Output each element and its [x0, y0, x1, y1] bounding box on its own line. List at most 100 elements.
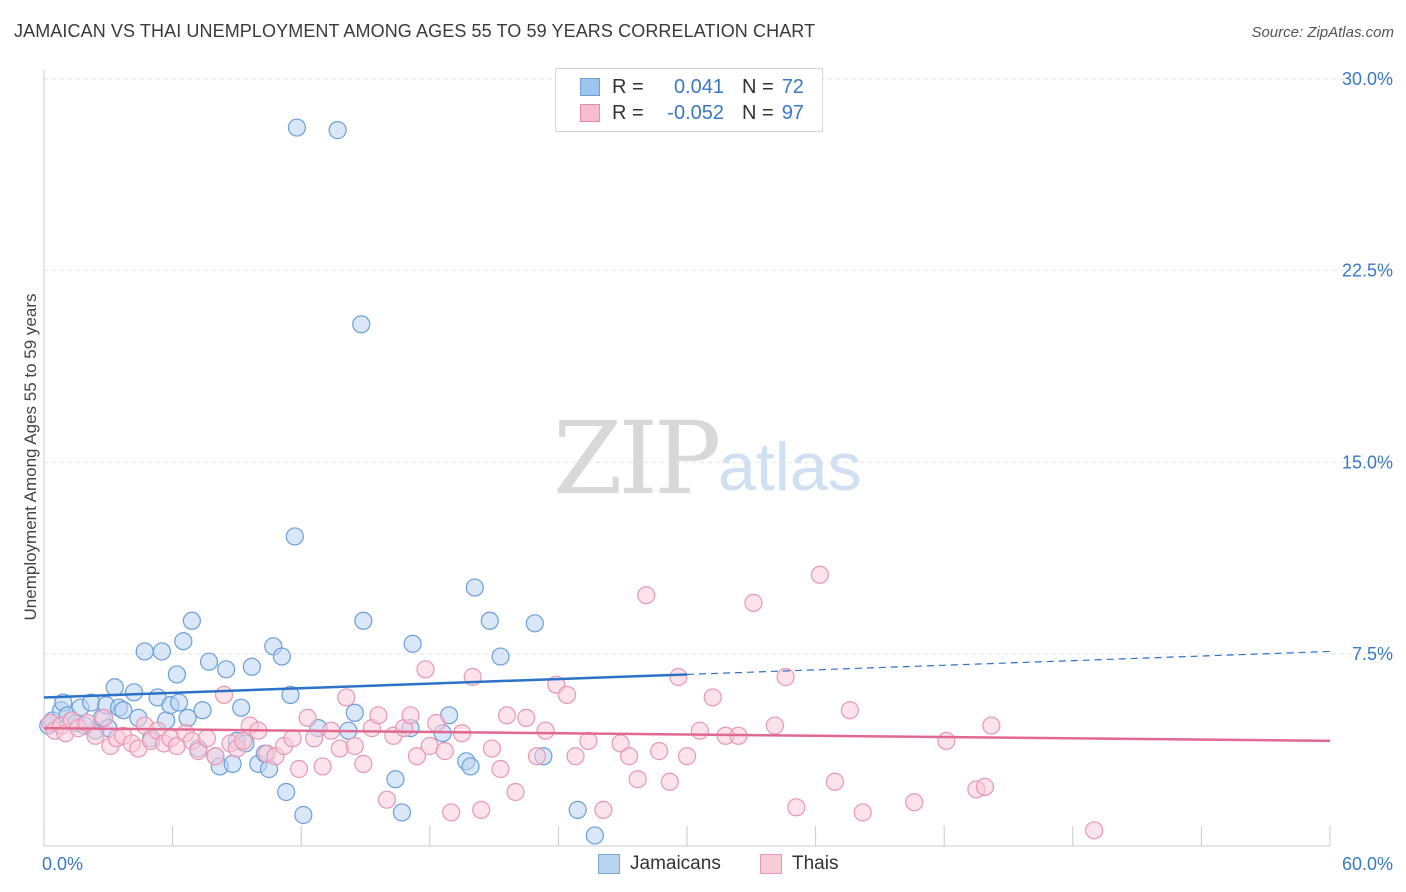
y-axis-label: Unemployment Among Ages 55 to 59 years: [21, 294, 40, 621]
jamaicans-point: [242, 657, 262, 676]
thais-point: [401, 706, 420, 725]
jamaicans-point: [169, 693, 189, 712]
thais-point: [313, 757, 332, 776]
jamaicans-point: [178, 708, 197, 727]
bottom-legend-label-thais: Thais: [792, 853, 839, 874]
y-axis-tick-labels: 7.5% 15.0% 22.5% 30.0%: [1342, 69, 1393, 664]
x-tick-label-max: 60.0%: [1342, 854, 1393, 874]
bottom-legend-label-jamaicans: Jamaicans: [630, 853, 721, 874]
thais-point: [677, 747, 697, 766]
jamaicans-point: [287, 118, 307, 137]
thais-point: [517, 708, 536, 727]
jamaicans-point: [135, 642, 154, 661]
thais-point: [703, 688, 722, 707]
legend-r-value: -0.052: [667, 101, 724, 124]
thais-point: [289, 759, 309, 779]
scatter-points: [39, 118, 1104, 845]
legend-r-label: R =: [612, 75, 644, 98]
jamaicans-point: [403, 634, 422, 653]
thais-point: [497, 706, 517, 725]
legend-swatch-thais: [580, 104, 600, 122]
jamaicans-point: [491, 647, 510, 666]
jamaicans-point: [465, 578, 484, 597]
thais-point: [472, 800, 491, 819]
chart-title: JAMAICAN VS THAI UNEMPLOYMENT AMONG AGES…: [14, 21, 816, 41]
legend-n-label: N =: [742, 101, 774, 124]
thais-point: [189, 742, 208, 761]
thais-point: [650, 742, 669, 761]
thais-point: [337, 688, 356, 707]
thais-point: [86, 726, 105, 745]
jamaicans-point: [461, 757, 480, 776]
jamaicans-point: [217, 660, 236, 679]
thais-point: [787, 798, 806, 817]
legend-n-value: 72: [781, 75, 804, 98]
thais-point: [304, 729, 324, 748]
watermark-atlas: atlas: [718, 429, 862, 505]
thais-point: [369, 706, 388, 725]
thais-point: [557, 685, 577, 704]
legend-swatch-jamaicans: [580, 78, 600, 96]
jamaicans-point: [386, 770, 405, 789]
thais-point: [825, 772, 844, 791]
trend-lines: [43, 650, 1331, 743]
thais-trend-line: [43, 726, 1331, 743]
jamaicans-point: [354, 611, 373, 630]
x-tick-label-min: 0.0%: [42, 854, 83, 874]
jamaicans-point: [285, 527, 304, 546]
thais-point: [416, 660, 435, 679]
jamaicans-point: [114, 701, 133, 720]
jamaicans-point: [167, 665, 186, 684]
thais-point: [637, 586, 656, 605]
jamaicans-point: [223, 754, 242, 773]
thais-point: [594, 800, 613, 819]
thais-point: [628, 770, 647, 789]
bottom-legend-swatch-jamaicans: [598, 854, 620, 874]
thais-point: [536, 721, 555, 740]
jamaicans-point: [294, 805, 313, 825]
thais-point: [442, 803, 461, 822]
thais-point: [377, 790, 397, 809]
bottom-legend-swatch-thais: [760, 854, 782, 874]
bottom-legend-thais: Thais: [760, 852, 838, 876]
jamaicans-point: [124, 683, 144, 702]
thais-point: [744, 593, 763, 612]
thais-point: [435, 742, 454, 761]
legend-r-label: R =: [612, 101, 644, 124]
thais-point: [491, 759, 510, 779]
thais-point: [407, 747, 427, 766]
jamaicans-point: [525, 614, 544, 633]
jamaicans-point: [174, 632, 193, 651]
legend-n-value: 97: [781, 101, 804, 124]
y-tick-label: 7.5%: [1352, 644, 1393, 664]
y-tick-label: 15.0%: [1342, 452, 1393, 472]
thais-point: [1085, 821, 1104, 840]
jamaicans-point: [232, 698, 251, 717]
thais-point: [905, 793, 924, 812]
thais-point: [660, 772, 679, 791]
thais-point: [620, 747, 639, 766]
grid-lines: [44, 78, 1393, 655]
thais-point: [197, 729, 216, 748]
thais-point: [566, 747, 585, 766]
jamaicans-point: [568, 800, 587, 819]
bottom-legend-jamaicans: Jamaicans: [598, 852, 721, 876]
thais-point: [234, 731, 253, 750]
jamaicans-point: [281, 685, 300, 704]
thais-point: [427, 713, 446, 733]
thais-point: [937, 731, 956, 750]
thais-point: [690, 721, 709, 740]
legend-r-value: 0.041: [673, 75, 724, 98]
thais-point: [283, 729, 302, 748]
thais-point: [506, 782, 525, 802]
thais-point: [579, 731, 598, 750]
thais-point: [345, 736, 364, 756]
thais-point: [810, 565, 829, 584]
legend-n-label: N =: [742, 75, 774, 98]
thais-point: [206, 747, 225, 766]
thais-point: [330, 739, 349, 758]
jamaicans-point: [152, 642, 171, 661]
thais-point: [482, 739, 502, 758]
correlation-legend: R = 0.041 N = 72 R = -0.052 N = 97: [555, 68, 823, 132]
